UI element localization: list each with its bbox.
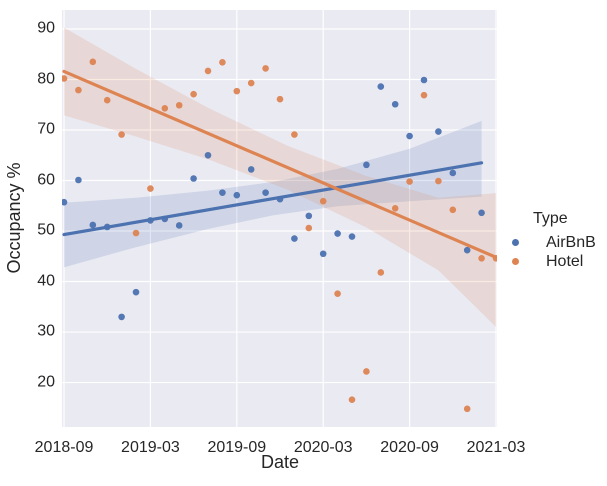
legend-title: Type (533, 210, 568, 227)
ci-band-hotel (64, 27, 496, 327)
data-point-hotel (247, 79, 255, 87)
data-point-hotel (175, 101, 183, 109)
data-point-hotel (62, 75, 68, 82)
data-point-hotel (118, 131, 125, 138)
data-point-airbnb (190, 175, 197, 182)
data-point-airbnb (219, 189, 226, 196)
legend-label-airbnb: AirBnB (546, 234, 596, 251)
data-point-airbnb (204, 151, 212, 159)
data-point-hotel (478, 255, 485, 262)
data-point-airbnb (262, 189, 269, 196)
data-point-airbnb (175, 222, 183, 229)
y-tick-label: 20 (37, 373, 55, 391)
data-point-airbnb (377, 83, 385, 90)
data-point-hotel (449, 206, 457, 214)
airbnb-dot-icon (512, 239, 519, 246)
data-point-hotel (406, 178, 413, 185)
data-point-hotel (103, 96, 111, 104)
x-tick-label: 2019-09 (207, 439, 267, 456)
data-point-airbnb (118, 313, 125, 321)
y-tick-label: 80 (37, 70, 55, 88)
data-point-hotel (276, 95, 284, 103)
data-point-hotel (319, 197, 327, 205)
y-tick-label: 60 (37, 171, 55, 189)
data-point-hotel (305, 224, 313, 232)
x-axis-title: Date (260, 452, 300, 472)
x-tick-label: 2020-03 (293, 439, 353, 456)
data-point-hotel (219, 59, 226, 66)
data-point-airbnb (435, 128, 442, 135)
legend-label-hotel: Hotel (546, 253, 584, 270)
trend-line-airbnb (62, 161, 484, 237)
data-point-airbnb (348, 233, 356, 240)
y-tick-label: 70 (37, 120, 55, 138)
trend-line-hotel (62, 69, 497, 259)
data-point-airbnb (406, 132, 413, 140)
data-point-hotel (132, 229, 140, 237)
data-point-airbnb (291, 235, 298, 242)
data-point-hotel (190, 90, 197, 98)
data-point-airbnb (478, 209, 485, 217)
data-point-airbnb (276, 195, 284, 203)
chart-canvas (62, 10, 497, 427)
x-tick-label: 2021-03 (466, 439, 526, 456)
data-point-hotel (334, 290, 341, 297)
data-point-hotel (75, 86, 82, 94)
x-tick-label: 2018-09 (34, 439, 94, 456)
data-point-airbnb (132, 288, 140, 296)
data-point-airbnb (233, 191, 241, 199)
x-tick-label: 2019-03 (121, 439, 180, 456)
data-point-airbnb (89, 221, 97, 229)
data-point-hotel (89, 58, 97, 66)
data-point-hotel (377, 269, 385, 276)
y-tick-label: 90 (37, 19, 55, 37)
data-point-hotel (204, 67, 212, 75)
data-point-hotel (233, 87, 241, 95)
data-point-airbnb (391, 100, 399, 108)
data-point-airbnb (247, 166, 255, 173)
ci-band-airbnb (64, 120, 482, 268)
data-point-airbnb (147, 217, 154, 224)
x-tick-label: 2020-09 (380, 439, 439, 456)
data-point-hotel (463, 405, 471, 413)
legend-item-airbnb: AirBnB (512, 233, 596, 252)
data-point-airbnb (449, 169, 457, 177)
data-point-hotel (161, 104, 169, 112)
y-tick-label: 40 (37, 272, 55, 290)
data-point-hotel (147, 185, 154, 192)
data-point-airbnb (75, 176, 82, 184)
data-point-hotel (435, 177, 442, 185)
data-point-hotel (420, 91, 428, 99)
data-point-airbnb (161, 215, 169, 223)
hotel-dot-icon (512, 258, 519, 265)
legend: Type AirBnB Hotel (512, 209, 596, 271)
data-point-airbnb (305, 212, 313, 220)
data-point-hotel (363, 368, 370, 375)
data-point-hotel (492, 255, 497, 262)
data-point-airbnb (103, 223, 111, 231)
data-point-airbnb (334, 230, 341, 237)
data-point-hotel (291, 131, 298, 138)
data-point-airbnb (420, 76, 428, 84)
data-point-hotel (348, 396, 356, 404)
data-point-hotel (262, 65, 269, 72)
data-point-hotel (391, 204, 399, 212)
data-point-airbnb (62, 198, 68, 206)
y-tick-label: 50 (37, 221, 55, 239)
legend-item-hotel: Hotel (512, 252, 596, 271)
plot-area (62, 10, 497, 427)
y-tick-label: 30 (37, 322, 55, 340)
data-point-airbnb (319, 250, 327, 258)
data-point-airbnb (463, 246, 471, 254)
y-axis-title: Occupancy % (4, 162, 24, 274)
data-point-airbnb (363, 161, 370, 169)
